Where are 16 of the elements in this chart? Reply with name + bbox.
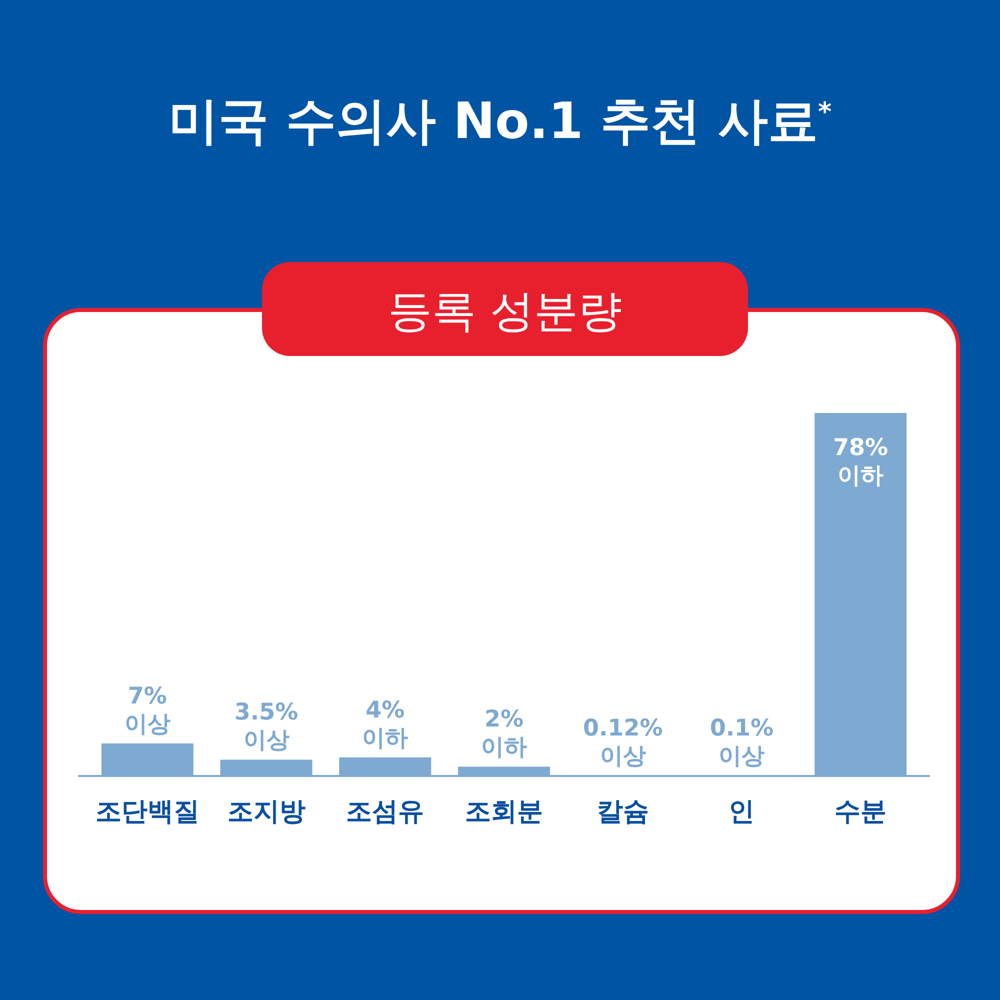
x-tick-label: 인 [728, 797, 755, 827]
x-tick-label: 조회분 [465, 797, 543, 827]
x-tick-label: 칼슘 [596, 797, 649, 827]
data-label: 3.5% 이상 [234, 700, 298, 754]
x-tick-label: 조단백질 [95, 797, 200, 827]
data-label: 0.12% 이상 [582, 715, 663, 770]
x-tick-label: 조섬유 [346, 797, 424, 827]
x-tick-label: 수분 [834, 797, 887, 827]
data-label: 0.1% 이상 [710, 716, 774, 770]
data-label: 78% 이하 [833, 435, 888, 489]
data-label: 4% 이하 [362, 697, 408, 752]
data-label: 2% 이하 [481, 706, 527, 761]
data-label: 7% 이상 [124, 683, 170, 738]
chart-subtitle: 등록 성분량 [388, 286, 622, 337]
x-tick-label: 조지방 [227, 797, 306, 827]
chart-title: 미국 수의사 No.1 추천 사료$^{*}$ [167, 91, 833, 152]
